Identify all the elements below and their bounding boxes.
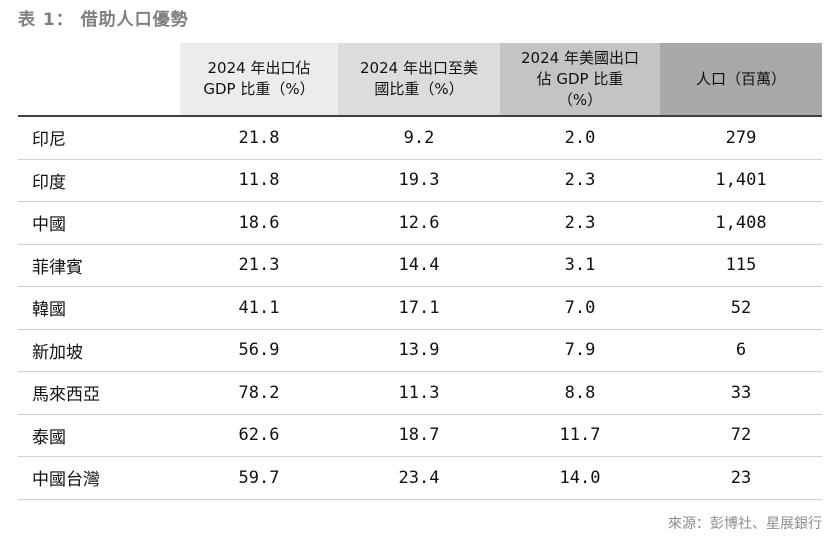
cell: 279 — [660, 116, 822, 160]
row-label: 印度 — [18, 159, 180, 202]
table-row: 馬來西亞 78.2 11.3 8.8 33 — [18, 371, 822, 415]
table-row: 印度 11.8 19.3 2.3 1,401 — [18, 159, 822, 202]
source: 來源：彭博社、星展銀行 — [668, 516, 822, 532]
cell: 52 — [660, 286, 822, 330]
cell: 18.7 — [338, 414, 500, 457]
cell: 11.3 — [338, 371, 500, 415]
cell: 3.1 — [500, 244, 660, 287]
cell: 1,401 — [660, 159, 822, 202]
cell: 13.9 — [338, 329, 500, 372]
header-line: 佔 GDP 比重 — [536, 69, 624, 88]
cell: 72 — [660, 414, 822, 457]
header-line: 國比重（%） — [374, 80, 464, 98]
cell: 12.6 — [338, 201, 500, 245]
cell: 11.7 — [500, 414, 660, 457]
cell: 7.9 — [500, 329, 660, 372]
cell: 41.1 — [180, 286, 338, 330]
cell: 14.0 — [500, 456, 660, 500]
cell: 2.3 — [500, 159, 660, 202]
cell: 18.6 — [180, 201, 338, 245]
table-row: 中國 18.6 12.6 2.3 1,408 — [18, 201, 822, 245]
header-row: 2024 年出口佔 GDP 比重（%） 2024 年出口至美 國比重（%） 2024 年… — [18, 43, 822, 117]
header-line: 2024 年出口至美 — [360, 59, 478, 77]
header-line: GDP 比重（%） — [203, 80, 315, 98]
cell: 23 — [660, 456, 822, 500]
cell: 1,408 — [660, 201, 822, 245]
table-row: 韓國 41.1 17.1 7.0 52 — [18, 286, 822, 330]
cell: 2.0 — [500, 116, 660, 160]
row-label: 新加坡 — [18, 329, 180, 372]
table-row: 印尼 21.8 9.2 2.0 279 — [18, 116, 822, 160]
cell: 33 — [660, 371, 822, 415]
table-row: 泰國 62.6 18.7 11.7 72 — [18, 414, 822, 457]
cell: 7.0 — [500, 286, 660, 330]
table-row: 菲律賓 21.3 14.4 3.1 115 — [18, 244, 822, 287]
row-label: 泰國 — [18, 414, 180, 457]
header-cell: 2024 年美國出口佔 GDP 比重 （%） — [500, 43, 660, 117]
cell: 11.8 — [180, 159, 338, 202]
cell: 21.8 — [180, 116, 338, 160]
cell: 9.2 — [338, 116, 500, 160]
cell: 6 — [660, 329, 822, 372]
row-label: 菲律賓 — [18, 244, 180, 287]
cell: 14.4 — [338, 244, 500, 287]
cell: 23.4 — [338, 456, 500, 500]
header-cell: 2024 年出口佔 GDP 比重（%） — [180, 43, 338, 117]
row-label: 韓國 — [18, 286, 180, 330]
cell: 59.7 — [180, 456, 338, 500]
table-row: 中國台灣 59.7 23.4 14.0 23 — [18, 456, 822, 500]
header-cell: 人口（百萬） — [660, 43, 822, 117]
table-row: 新加坡 56.9 13.9 7.9 6 — [18, 329, 822, 372]
cell: 17.1 — [338, 286, 500, 330]
header-line: 2024 年美國出口 — [521, 48, 639, 67]
cell: 21.3 — [180, 244, 338, 287]
cell: 56.9 — [180, 329, 338, 372]
cell: 8.8 — [500, 371, 660, 415]
cell: 115 — [660, 244, 822, 287]
title: 表 1： 借助人口優勢 — [18, 10, 189, 30]
header-cell: 2024 年出口至美 國比重（%） — [338, 43, 500, 117]
header-line: （%） — [557, 90, 603, 109]
cell: 62.6 — [180, 414, 338, 457]
row-label: 印尼 — [18, 116, 180, 160]
header-line: 人口（百萬） — [695, 69, 786, 88]
cell: 2.3 — [500, 201, 660, 245]
table-body: 印尼 21.8 9.2 2.0 279 印度 11.8 19.3 2.3 1,401 中國 18.6 1… — [18, 116, 822, 500]
cell: 19.3 — [338, 159, 500, 202]
row-label: 中國台灣 — [18, 456, 180, 500]
row-label: 中國 — [18, 201, 180, 245]
cell: 78.2 — [180, 371, 338, 415]
header-line: 2024 年出口佔 — [207, 59, 311, 77]
row-label: 馬來西亞 — [18, 371, 180, 415]
table: 2024 年出口佔 GDP 比重（%） 2024 年出口至美 國比重（%） 2024 年… — [18, 43, 822, 500]
header-cell — [18, 43, 180, 117]
